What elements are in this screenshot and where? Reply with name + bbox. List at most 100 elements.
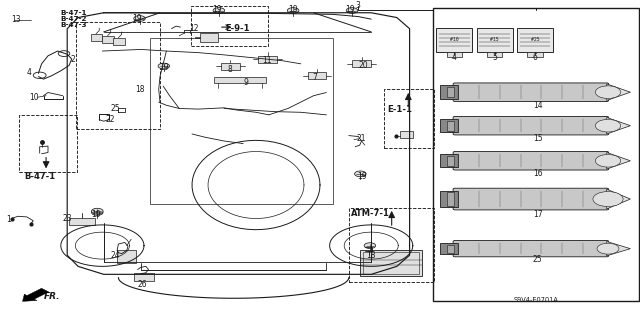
Text: E-1-1: E-1-1 [387, 105, 412, 114]
Polygon shape [607, 241, 630, 256]
Text: 11: 11 [262, 56, 272, 65]
Bar [117, 250, 136, 263]
Text: E-9-1: E-9-1 [225, 24, 250, 33]
Circle shape [92, 210, 103, 215]
FancyBboxPatch shape [453, 152, 609, 170]
Bar [477, 28, 513, 52]
Circle shape [593, 191, 623, 207]
Circle shape [364, 243, 376, 249]
Circle shape [346, 8, 358, 13]
Text: 2: 2 [70, 56, 75, 64]
FancyBboxPatch shape [453, 188, 609, 210]
Bar [363, 252, 419, 274]
Bar [221, 63, 240, 70]
Text: 7: 7 [312, 73, 317, 82]
Text: #25: #25 [531, 37, 540, 42]
Circle shape [213, 8, 225, 13]
Bar [447, 52, 462, 57]
Bar [134, 273, 154, 281]
FancyBboxPatch shape [453, 241, 609, 257]
Circle shape [92, 208, 103, 214]
Text: 19: 19 [346, 5, 355, 14]
Text: 8: 8 [227, 65, 232, 74]
Circle shape [355, 171, 366, 177]
Bar [308, 72, 326, 79]
Text: 5: 5 [492, 53, 497, 62]
Bar [447, 192, 454, 206]
Circle shape [287, 8, 299, 13]
Bar [447, 245, 454, 253]
Bar [440, 154, 458, 167]
Text: 15: 15 [532, 134, 543, 143]
Bar [352, 60, 371, 67]
Bar [447, 156, 454, 166]
Bar [150, 38, 333, 204]
Text: 22: 22 [106, 115, 115, 124]
Bar [91, 34, 102, 41]
Bar [400, 131, 413, 138]
Bar [436, 28, 472, 52]
Text: 1: 1 [6, 215, 11, 224]
Bar [384, 89, 434, 148]
Polygon shape [607, 152, 630, 169]
Text: 25: 25 [532, 255, 543, 263]
Bar [214, 77, 266, 83]
Text: 13: 13 [12, 15, 21, 24]
Text: 23: 23 [63, 214, 72, 223]
Text: 26: 26 [138, 280, 147, 289]
Text: 20: 20 [358, 61, 368, 70]
Circle shape [595, 119, 621, 132]
Text: 25: 25 [110, 104, 120, 113]
Circle shape [595, 154, 621, 167]
Text: #15: #15 [490, 37, 499, 42]
Text: 18: 18 [366, 251, 376, 260]
Bar [69, 218, 95, 225]
Text: 19: 19 [357, 172, 367, 181]
Bar [191, 6, 268, 46]
Polygon shape [607, 117, 630, 134]
Text: B-47-3: B-47-3 [61, 22, 87, 28]
Text: 9: 9 [243, 78, 248, 87]
Text: B-47-1: B-47-1 [61, 11, 87, 16]
Text: 3: 3 [355, 1, 360, 10]
Bar [258, 56, 277, 63]
Circle shape [158, 63, 170, 69]
Text: B-47-2: B-47-2 [61, 16, 87, 22]
Bar [440, 191, 458, 207]
Text: 21: 21 [356, 134, 366, 143]
Text: FR.: FR. [44, 292, 60, 300]
Bar [517, 28, 553, 52]
Text: 19: 19 [132, 14, 142, 23]
Text: 19: 19 [91, 210, 100, 219]
Circle shape [597, 243, 619, 254]
Polygon shape [22, 288, 49, 301]
Text: ATM-7-1: ATM-7-1 [351, 209, 390, 218]
Text: S9V4-E0701A: S9V4-E0701A [514, 297, 559, 303]
Bar [440, 119, 458, 132]
Text: 10: 10 [29, 93, 38, 102]
Polygon shape [607, 189, 630, 209]
Bar [360, 250, 422, 276]
Bar [487, 52, 502, 57]
Bar [76, 22, 160, 129]
Bar [447, 121, 454, 131]
Bar [440, 85, 458, 99]
Text: 16: 16 [532, 169, 543, 178]
Text: 18: 18 [136, 85, 145, 94]
Text: B-47-1: B-47-1 [24, 172, 56, 181]
Circle shape [595, 86, 621, 99]
Text: 12: 12 [189, 24, 198, 33]
Bar [113, 38, 125, 45]
Text: 19: 19 [159, 63, 168, 72]
Polygon shape [607, 84, 630, 100]
Text: 17: 17 [532, 210, 543, 219]
Text: 19: 19 [212, 5, 222, 14]
Bar [349, 208, 434, 282]
Bar [19, 115, 77, 172]
Text: 14: 14 [532, 101, 543, 110]
Text: 19: 19 [288, 5, 298, 14]
Bar [440, 243, 458, 254]
Bar [433, 8, 639, 301]
Bar [527, 52, 543, 57]
Bar [447, 87, 454, 97]
